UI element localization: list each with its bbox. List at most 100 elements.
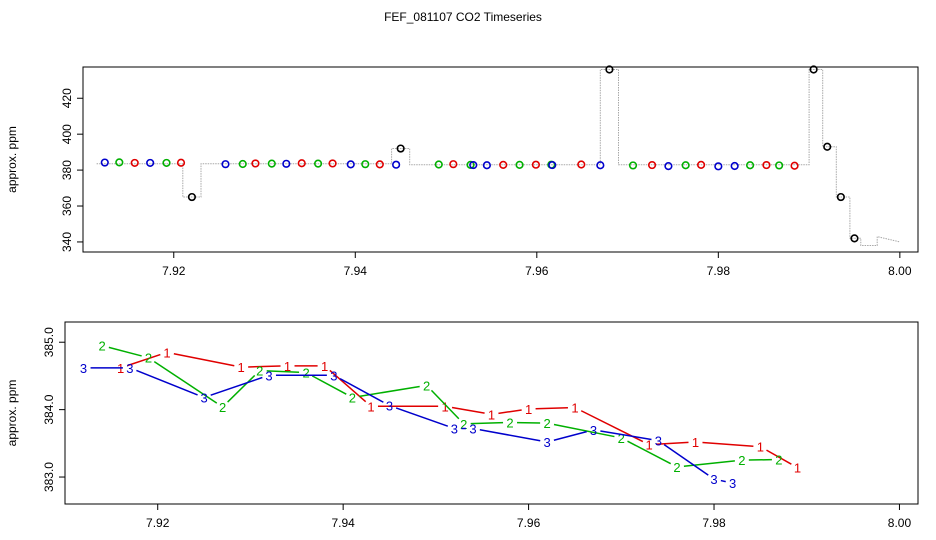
series-2-point <box>115 158 124 167</box>
series-2-label: 2 <box>506 415 513 430</box>
series-1-segment <box>766 449 792 465</box>
y-tick-label: 380 <box>60 160 74 180</box>
series-3-label: 3 <box>729 476 736 491</box>
series-3-point <box>282 159 291 168</box>
series-2-point <box>681 161 690 170</box>
series-2-label: 2 <box>98 339 105 354</box>
y-tick-label: 360 <box>60 196 74 216</box>
series-3-point <box>548 160 557 170</box>
plot-frame <box>64 321 919 505</box>
series-3-segment <box>553 430 587 441</box>
transition-point <box>187 192 197 202</box>
series-3-label: 3 <box>200 390 207 405</box>
series-3-segment <box>210 376 263 396</box>
series-2-point <box>313 159 323 168</box>
co2-raw-panel: 7.92 7.94 7.96 7.98 8.00 340 360 380 400 420 appro… <box>5 65 919 278</box>
series-1-segment <box>656 441 689 446</box>
series-1-point <box>531 160 540 169</box>
series-2-point <box>745 161 755 170</box>
series-3-point <box>146 158 155 168</box>
series-1-label: 1 <box>367 399 374 414</box>
series-2-segment <box>553 423 615 438</box>
series-1-point <box>696 160 706 169</box>
series-2-label: 2 <box>256 364 263 379</box>
transition-point <box>850 234 859 243</box>
series-1-segment <box>498 409 522 415</box>
series-2-point <box>361 160 370 169</box>
series-2-label: 2 <box>544 416 551 431</box>
co2-series-panel: 7.92 7.94 7.96 7.98 8.00 383.0 384.0 385.0 appro… <box>5 321 919 530</box>
series-2-segment <box>266 370 300 373</box>
series-1-point <box>577 160 586 169</box>
series-2-point <box>775 161 784 170</box>
series-2-point <box>466 160 475 169</box>
x-tick-label: 7.98 <box>702 516 726 530</box>
series-1-segment <box>702 441 754 447</box>
series-1-point <box>297 159 306 168</box>
series-2-label: 2 <box>423 378 430 393</box>
series-3-segment <box>136 369 198 396</box>
series-2-segment <box>227 374 256 403</box>
series-3-label: 3 <box>265 368 272 383</box>
series-3-point <box>346 160 355 169</box>
series-1-label: 1 <box>488 407 495 422</box>
series-3-point <box>664 162 673 171</box>
series-1-label: 1 <box>794 461 801 476</box>
series-3-point <box>221 160 230 169</box>
series-1-label: 1 <box>163 345 170 360</box>
series-1-point <box>449 160 458 169</box>
series-2-segment <box>470 421 504 425</box>
x-tick-label: 7.92 <box>146 516 170 530</box>
x-tick-label: 7.98 <box>707 264 731 278</box>
series-2-label: 2 <box>145 351 152 366</box>
series-1-label: 1 <box>321 359 328 374</box>
x-tick-label: 7.94 <box>331 516 355 530</box>
series-1-point <box>499 160 508 169</box>
series-3-label: 3 <box>590 423 597 438</box>
y-tick-label: 400 <box>60 124 74 144</box>
series-1-point <box>251 159 260 168</box>
series-2-label: 2 <box>775 453 782 468</box>
plot-frame <box>82 66 919 253</box>
series-1-label: 1 <box>757 440 764 455</box>
series-2-segment <box>311 375 347 395</box>
series-2-point <box>162 158 171 168</box>
series-2-label: 2 <box>673 460 680 475</box>
x-tick-label: 7.94 <box>344 264 368 278</box>
series-3-point <box>714 162 723 171</box>
series-1-point <box>762 160 771 170</box>
transition-point <box>396 144 405 153</box>
series-3-label: 3 <box>386 399 393 414</box>
y-tick-label: 383.0 <box>42 462 56 492</box>
transition-point <box>809 65 818 74</box>
y-tick-label: 385.0 <box>42 327 56 357</box>
series-2-label: 2 <box>618 431 625 446</box>
series-2-segment <box>108 346 142 357</box>
series-1-label: 1 <box>284 359 291 374</box>
x-tick-label: 7.96 <box>517 516 541 530</box>
series-3-segment <box>479 429 541 442</box>
series-3-label: 3 <box>655 434 662 449</box>
series-1-label: 1 <box>692 435 699 450</box>
series-3-point <box>482 161 491 170</box>
x-tick-label: 8.00 <box>888 516 912 530</box>
series-2-point <box>434 160 443 169</box>
series-3-label: 3 <box>544 435 551 450</box>
y-tick-label: 340 <box>60 232 74 252</box>
series-2-label: 2 <box>302 366 309 381</box>
raw-co2-trace <box>96 69 900 246</box>
series-2-label: 2 <box>219 400 226 415</box>
series-2-segment <box>430 389 460 420</box>
x-tick-label: 8.00 <box>888 264 912 278</box>
figure-title: FEF_081107 CO2 Timeseries <box>384 10 542 24</box>
series-1-label: 1 <box>238 360 245 375</box>
y-tick-label: 384.0 <box>42 394 56 424</box>
transition-point <box>605 65 614 74</box>
series-1-point <box>375 160 384 169</box>
series-3-point <box>469 160 478 170</box>
series-1-point <box>176 158 186 167</box>
series-1-label: 1 <box>442 399 449 414</box>
x-tick-label: 7.96 <box>525 264 549 278</box>
series-3-point <box>392 160 401 169</box>
series-2-segment <box>153 360 218 404</box>
